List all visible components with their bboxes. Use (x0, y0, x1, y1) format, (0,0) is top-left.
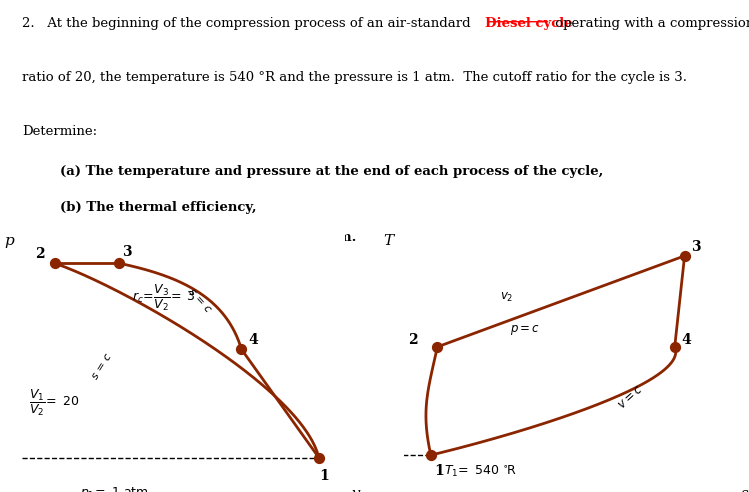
Point (113, 259, 125, 267)
Point (431, 343, 443, 351)
Text: 2.   At the beginning of the compression process of an air-standard: 2. At the beginning of the compression p… (22, 17, 476, 30)
Text: 1: 1 (319, 469, 329, 483)
Text: $\dfrac{V_1}{V_2}\!=\ 20$: $\dfrac{V_1}{V_2}\!=\ 20$ (29, 388, 79, 419)
Text: p: p (4, 234, 14, 247)
Text: Determine:: Determine: (22, 125, 97, 138)
Point (235, 345, 247, 353)
Text: Diesel cycle: Diesel cycle (485, 17, 573, 30)
Text: T: T (383, 234, 393, 247)
Text: $p_1\!=\ 1\ \mathrm{atm}$: $p_1\!=\ 1\ \mathrm{atm}$ (80, 485, 149, 492)
Text: ratio of 20, the temperature is 540 °R and the pressure is 1 atm.  The cutoff ra: ratio of 20, the temperature is 540 °R a… (22, 71, 688, 84)
Text: s = c: s = c (187, 287, 213, 314)
Text: 4: 4 (248, 334, 258, 347)
Text: 2: 2 (35, 247, 45, 261)
Text: 2: 2 (407, 334, 417, 347)
Point (679, 252, 691, 260)
Text: $v_2$: $v_2$ (500, 291, 513, 304)
Text: (c) The mean effective pressure, in atm.: (c) The mean effective pressure, in atm. (60, 231, 357, 245)
Text: operating with a compression: operating with a compression (551, 17, 749, 30)
Text: $r_c\!=\!\dfrac{V_3}{V_2}\!=\ 3$: $r_c\!=\!\dfrac{V_3}{V_2}\!=\ 3$ (132, 283, 196, 313)
Text: $v = c$: $v = c$ (616, 382, 646, 411)
Text: $T_1\!=\ 540\ {}^{\circ}\!\mathrm{R}$: $T_1\!=\ 540\ {}^{\circ}\!\mathrm{R}$ (444, 463, 517, 479)
Text: 1: 1 (434, 464, 444, 478)
Point (425, 451, 437, 459)
Text: $p = c$: $p = c$ (510, 323, 540, 337)
Point (49, 259, 61, 267)
Point (669, 343, 681, 351)
Text: (a) The temperature and pressure at the end of each process of the cycle,: (a) The temperature and pressure at the … (60, 165, 603, 178)
Text: 3: 3 (691, 240, 701, 254)
Text: s: s (741, 487, 748, 492)
Text: v: v (351, 487, 360, 492)
Text: s = c: s = c (90, 352, 114, 381)
Text: 4: 4 (682, 334, 691, 347)
Text: (b) The thermal efficiency,: (b) The thermal efficiency, (60, 201, 256, 214)
Point (313, 454, 325, 461)
Text: 3: 3 (122, 245, 132, 259)
